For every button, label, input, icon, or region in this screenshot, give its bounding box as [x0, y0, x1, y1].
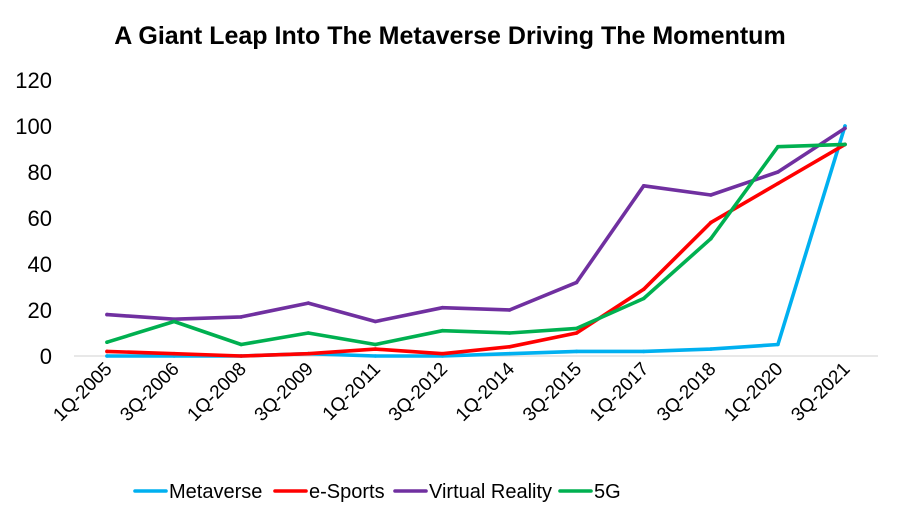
x-tick-label: 1Q-2017: [586, 359, 653, 426]
data-point: [373, 347, 378, 351]
legend-label: Virtual Reality: [429, 481, 552, 503]
data-point: [440, 305, 445, 310]
data-point: [172, 319, 176, 324]
data-point: [440, 328, 445, 333]
x-tick-label: 1Q-2005: [49, 359, 116, 426]
data-point: [776, 181, 780, 186]
data-point: [105, 340, 109, 345]
data-point: [843, 142, 847, 147]
data-point: [239, 342, 243, 347]
series-e-sports: [105, 142, 847, 358]
x-axis: 1Q-2005 3Q-2006 1Q-2008 3Q-2009 1Q-2011 3Q-20…: [49, 358, 854, 425]
data-point: [105, 312, 109, 317]
data-point: [105, 349, 109, 354]
data-point: [574, 326, 579, 331]
y-tick-label: 40: [28, 252, 52, 277]
data-point: [507, 308, 512, 312]
series-metaverse: [105, 124, 847, 358]
y-tick-label: 60: [28, 206, 52, 231]
series-line: [105, 142, 847, 347]
data-point: [776, 144, 780, 149]
data-point: [306, 351, 311, 356]
data-point: [709, 220, 713, 225]
data-point: [709, 347, 713, 351]
x-tick-label: 3Q-2009: [251, 359, 318, 426]
data-point: [507, 331, 512, 335]
legend-label: 5G: [594, 481, 621, 503]
x-tick-label: 3Q-2015: [519, 359, 586, 426]
data-point: [574, 280, 579, 285]
data-point: [776, 170, 780, 174]
legend-item: e-Sports: [273, 481, 385, 503]
x-tick-label: 1Q-2011: [319, 359, 385, 425]
x-tick-label: 3Q-2018: [653, 359, 720, 426]
data-point: [709, 236, 713, 241]
data-point: [641, 287, 646, 292]
y-tick-label: 80: [28, 160, 52, 185]
data-point: [373, 354, 378, 358]
y-tick-label: 120: [15, 68, 52, 93]
legend-label: e-Sports: [309, 481, 385, 503]
series-line: [105, 142, 847, 358]
data-point: [574, 331, 579, 335]
data-point: [709, 193, 713, 197]
series-line: [105, 126, 847, 324]
legend-item: Metaverse: [133, 481, 262, 503]
y-tick-label: 20: [28, 298, 52, 323]
data-point: [843, 126, 847, 131]
data-point: [507, 345, 512, 349]
x-tick-label: 1Q-2008: [184, 359, 251, 426]
legend-item: 5G: [558, 481, 621, 503]
series-layer: [105, 124, 847, 358]
data-point: [641, 349, 646, 354]
y-tick-label: 0: [40, 344, 52, 369]
legend: Metaverse e-Sports Virtual Reality 5G: [133, 481, 621, 503]
x-tick-label: 1Q-2020: [720, 359, 787, 426]
data-point: [306, 301, 311, 305]
series-virtual-reality: [105, 126, 847, 324]
data-point: [776, 342, 780, 347]
data-point: [373, 342, 378, 347]
data-point: [239, 315, 243, 319]
chart-title: A Giant Leap Into The Metaverse Driving …: [114, 22, 785, 50]
data-point: [440, 351, 445, 356]
data-point: [239, 354, 243, 358]
x-tick-label: 1Q-2014: [452, 358, 519, 425]
x-tick-label: 3Q-2012: [385, 359, 452, 426]
data-point: [172, 351, 176, 356]
data-point: [373, 319, 378, 324]
data-point: [507, 351, 512, 356]
data-point: [641, 184, 646, 188]
data-point: [105, 354, 109, 358]
y-axis: 0 20 40 60 80 100 120: [15, 68, 52, 369]
data-point: [306, 331, 311, 335]
x-tick-label: 3Q-2006: [116, 359, 183, 426]
legend-label: Metaverse: [169, 481, 262, 503]
series-5g: [105, 142, 847, 347]
series-line: [105, 124, 847, 358]
y-tick-label: 100: [15, 114, 52, 139]
legend-item: Virtual Reality: [393, 481, 552, 503]
x-tick-label: 3Q-2021: [787, 359, 854, 426]
data-point: [641, 296, 646, 301]
data-point: [574, 349, 579, 354]
